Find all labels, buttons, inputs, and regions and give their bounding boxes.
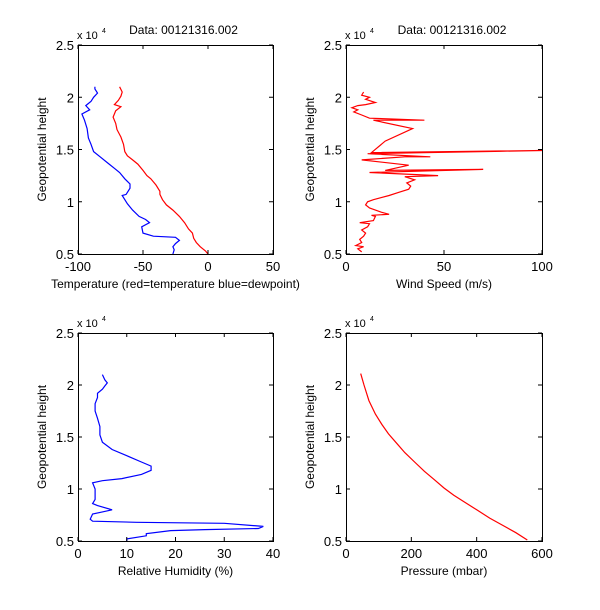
x-tick-label: 10 (120, 546, 134, 561)
y-exponent-power: 4 (102, 316, 106, 323)
temperature-plot: -100 -50 0 50 0.5 1 1.5 2 2.5x 10 4 Data: 00121316… (35, 23, 300, 291)
x-tick-label: 0 (204, 259, 211, 274)
wind-speed-plot: 0 50 100 0.5 1 1.5 2 2.5x 10 4 Data: 00121316.002… (303, 23, 553, 291)
x-axis-label: Relative Humidity (%) (118, 564, 233, 578)
x-tick-label: 20 (168, 546, 182, 561)
y-exponent-label: x 10 (77, 318, 98, 330)
y-tick-label: 2.5 (56, 38, 74, 53)
y-exponent-power: 4 (370, 28, 374, 35)
y-tick-label: 1.5 (56, 430, 74, 445)
x-tick-label: 40 (266, 546, 280, 561)
series-line-relative-humidity (89, 374, 264, 541)
series-line-dewpoint (81, 86, 181, 255)
y-axis-label: Geopotential height (303, 97, 317, 202)
x-axis-label: Wind Speed (m/s) (396, 277, 492, 291)
pressure-plot: 0 200 400 600 0.5 1 1.5 2 2.5x 10 4 Pressure (mbar… (303, 316, 553, 578)
chart-title: Data: 00121316.002 (398, 23, 507, 37)
axes-box (346, 45, 543, 255)
x-tick-label: 200 (400, 546, 422, 561)
x-tick-label: 600 (531, 546, 553, 561)
y-tick-label: 2 (67, 90, 74, 105)
axes-box (78, 45, 274, 255)
x-tick-label: 0 (74, 546, 81, 561)
y-exponent-label: x 10 (345, 30, 366, 42)
x-tick-label: 0 (342, 259, 349, 274)
y-exponent-label: x 10 (345, 318, 366, 330)
humidity-plot: 0 10 20 30 40 0.5 1 1.5 2 2.5x 10 4 Relative Humidi… (35, 316, 280, 578)
series-line-temperature (112, 86, 209, 255)
y-tick-label: 2.5 (324, 326, 342, 341)
y-tick-label: 1.5 (324, 143, 342, 158)
y-exponent-power: 4 (370, 316, 374, 323)
y-tick-label: 1 (67, 195, 74, 210)
y-tick-label: 1 (335, 482, 342, 497)
x-tick-label: 0 (342, 546, 349, 561)
y-tick-label: 0.5 (324, 534, 342, 549)
x-axis-label: Pressure (mbar) (401, 564, 488, 578)
y-tick-label: 1.5 (56, 143, 74, 158)
y-tick-label: 0.5 (324, 247, 342, 262)
y-exponent-label: x 10 (77, 30, 98, 42)
chart-title: Data: 00121316.002 (129, 23, 238, 37)
y-tick-label: 2 (335, 90, 342, 105)
series-line-pressure (360, 373, 528, 541)
series-line-wind-speed (350, 91, 543, 253)
y-axis-label: Geopotential height (303, 384, 317, 489)
y-tick-label: 2.5 (324, 38, 342, 53)
x-tick-label: -50 (134, 259, 153, 274)
x-tick-label: 400 (466, 546, 488, 561)
y-tick-label: 1.5 (324, 430, 342, 445)
y-tick-label: 0.5 (56, 247, 74, 262)
y-tick-label: 1 (335, 195, 342, 210)
x-tick-label: 30 (217, 546, 231, 561)
y-tick-label: 1 (67, 482, 74, 497)
y-axis-label: Geopotential height (35, 97, 49, 202)
y-tick-label: 2 (335, 378, 342, 393)
x-tick-label: 50 (437, 259, 451, 274)
x-tick-label: 100 (531, 259, 553, 274)
y-tick-label: 0.5 (56, 534, 74, 549)
y-exponent-power: 4 (102, 28, 106, 35)
x-axis-label: Temperature (red=temperature blue=dewpoi… (51, 277, 300, 291)
y-axis-label: Geopotential height (35, 384, 49, 489)
y-tick-label: 2.5 (56, 326, 74, 341)
x-tick-label: 50 (266, 259, 280, 274)
y-tick-label: 2 (67, 378, 74, 393)
axes-box (346, 333, 543, 542)
x-tick-label: -100 (65, 259, 91, 274)
